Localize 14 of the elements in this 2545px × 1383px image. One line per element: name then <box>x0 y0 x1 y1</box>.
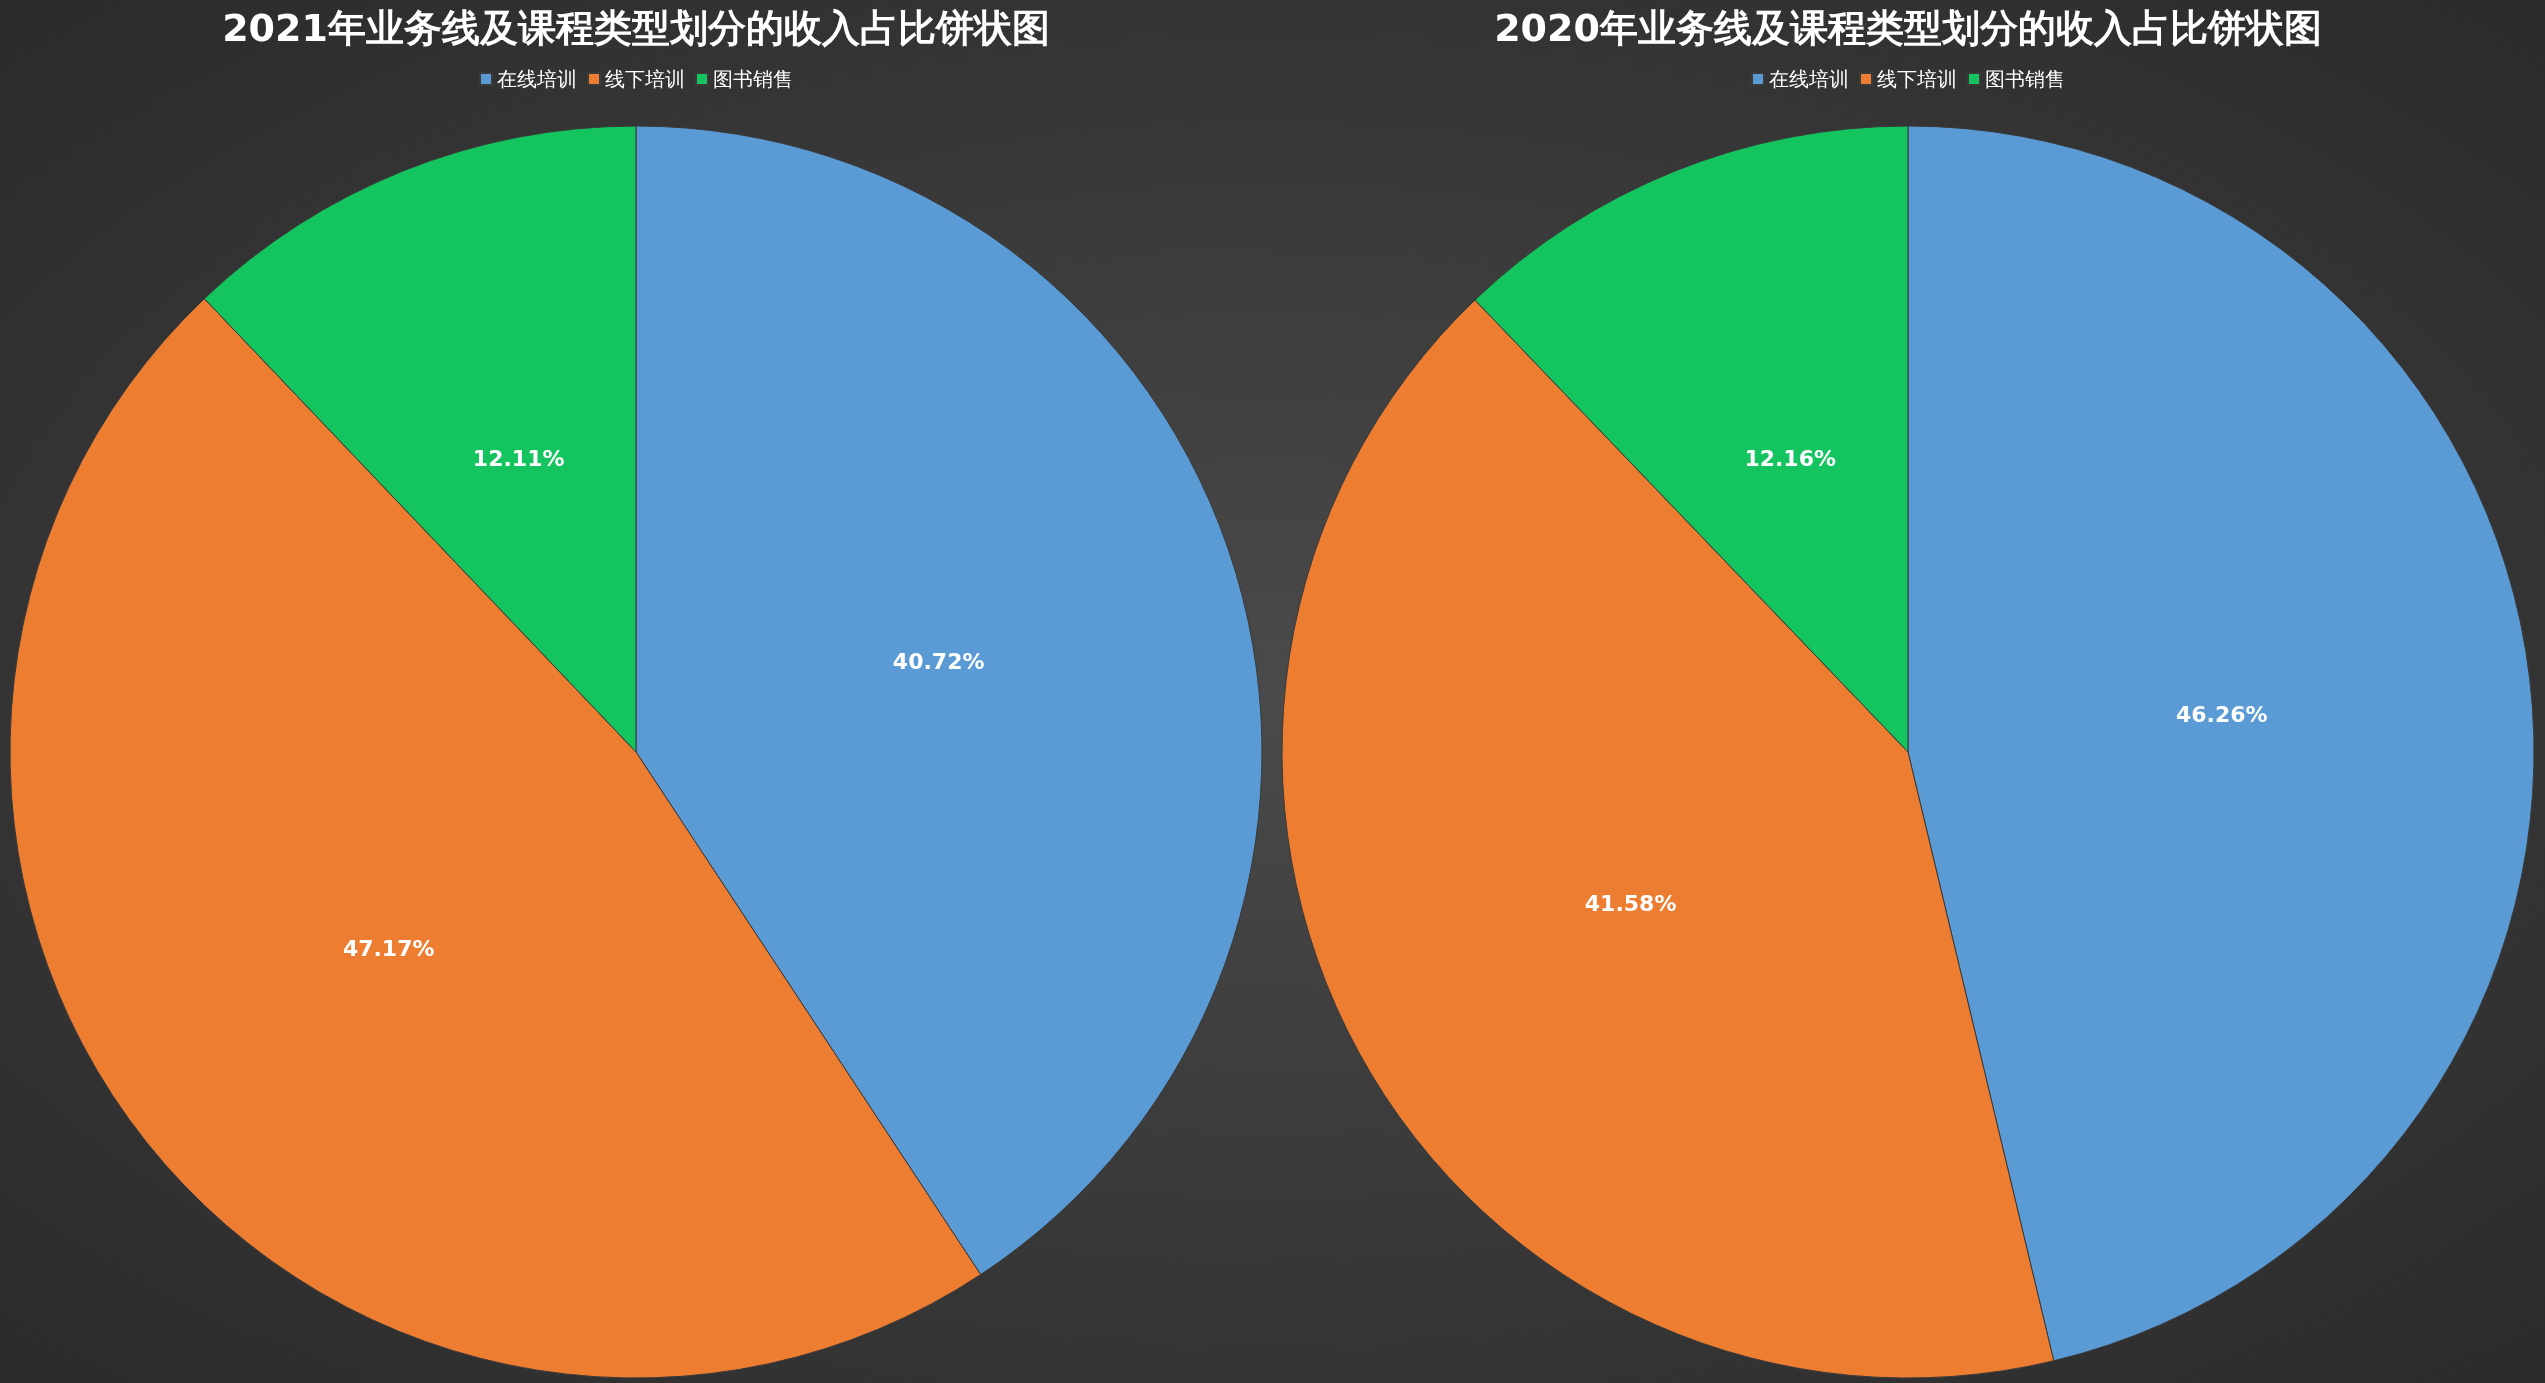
chart-title: 2021年业务线及课程类型划分的收入占比饼状图 <box>222 6 1050 50</box>
legend-label: 线下培训 <box>1877 67 1957 91</box>
data-label: 12.11% <box>472 446 565 472</box>
legend-label: 图书销售 <box>1985 67 2065 91</box>
data-label: 41.58% <box>1584 890 1677 916</box>
data-label: 47.17% <box>342 936 435 962</box>
legend-label: 在线培训 <box>497 67 577 91</box>
legend-label: 线下培训 <box>605 67 685 91</box>
legend-label: 在线培训 <box>1769 67 1849 91</box>
chart-title: 2020年业务线及课程类型划分的收入占比饼状图 <box>1494 6 2322 50</box>
data-label: 46.26% <box>2176 702 2268 728</box>
data-label: 40.72% <box>892 648 985 674</box>
legend-label: 图书销售 <box>713 67 793 91</box>
data-label: 12.16% <box>1744 446 1837 472</box>
